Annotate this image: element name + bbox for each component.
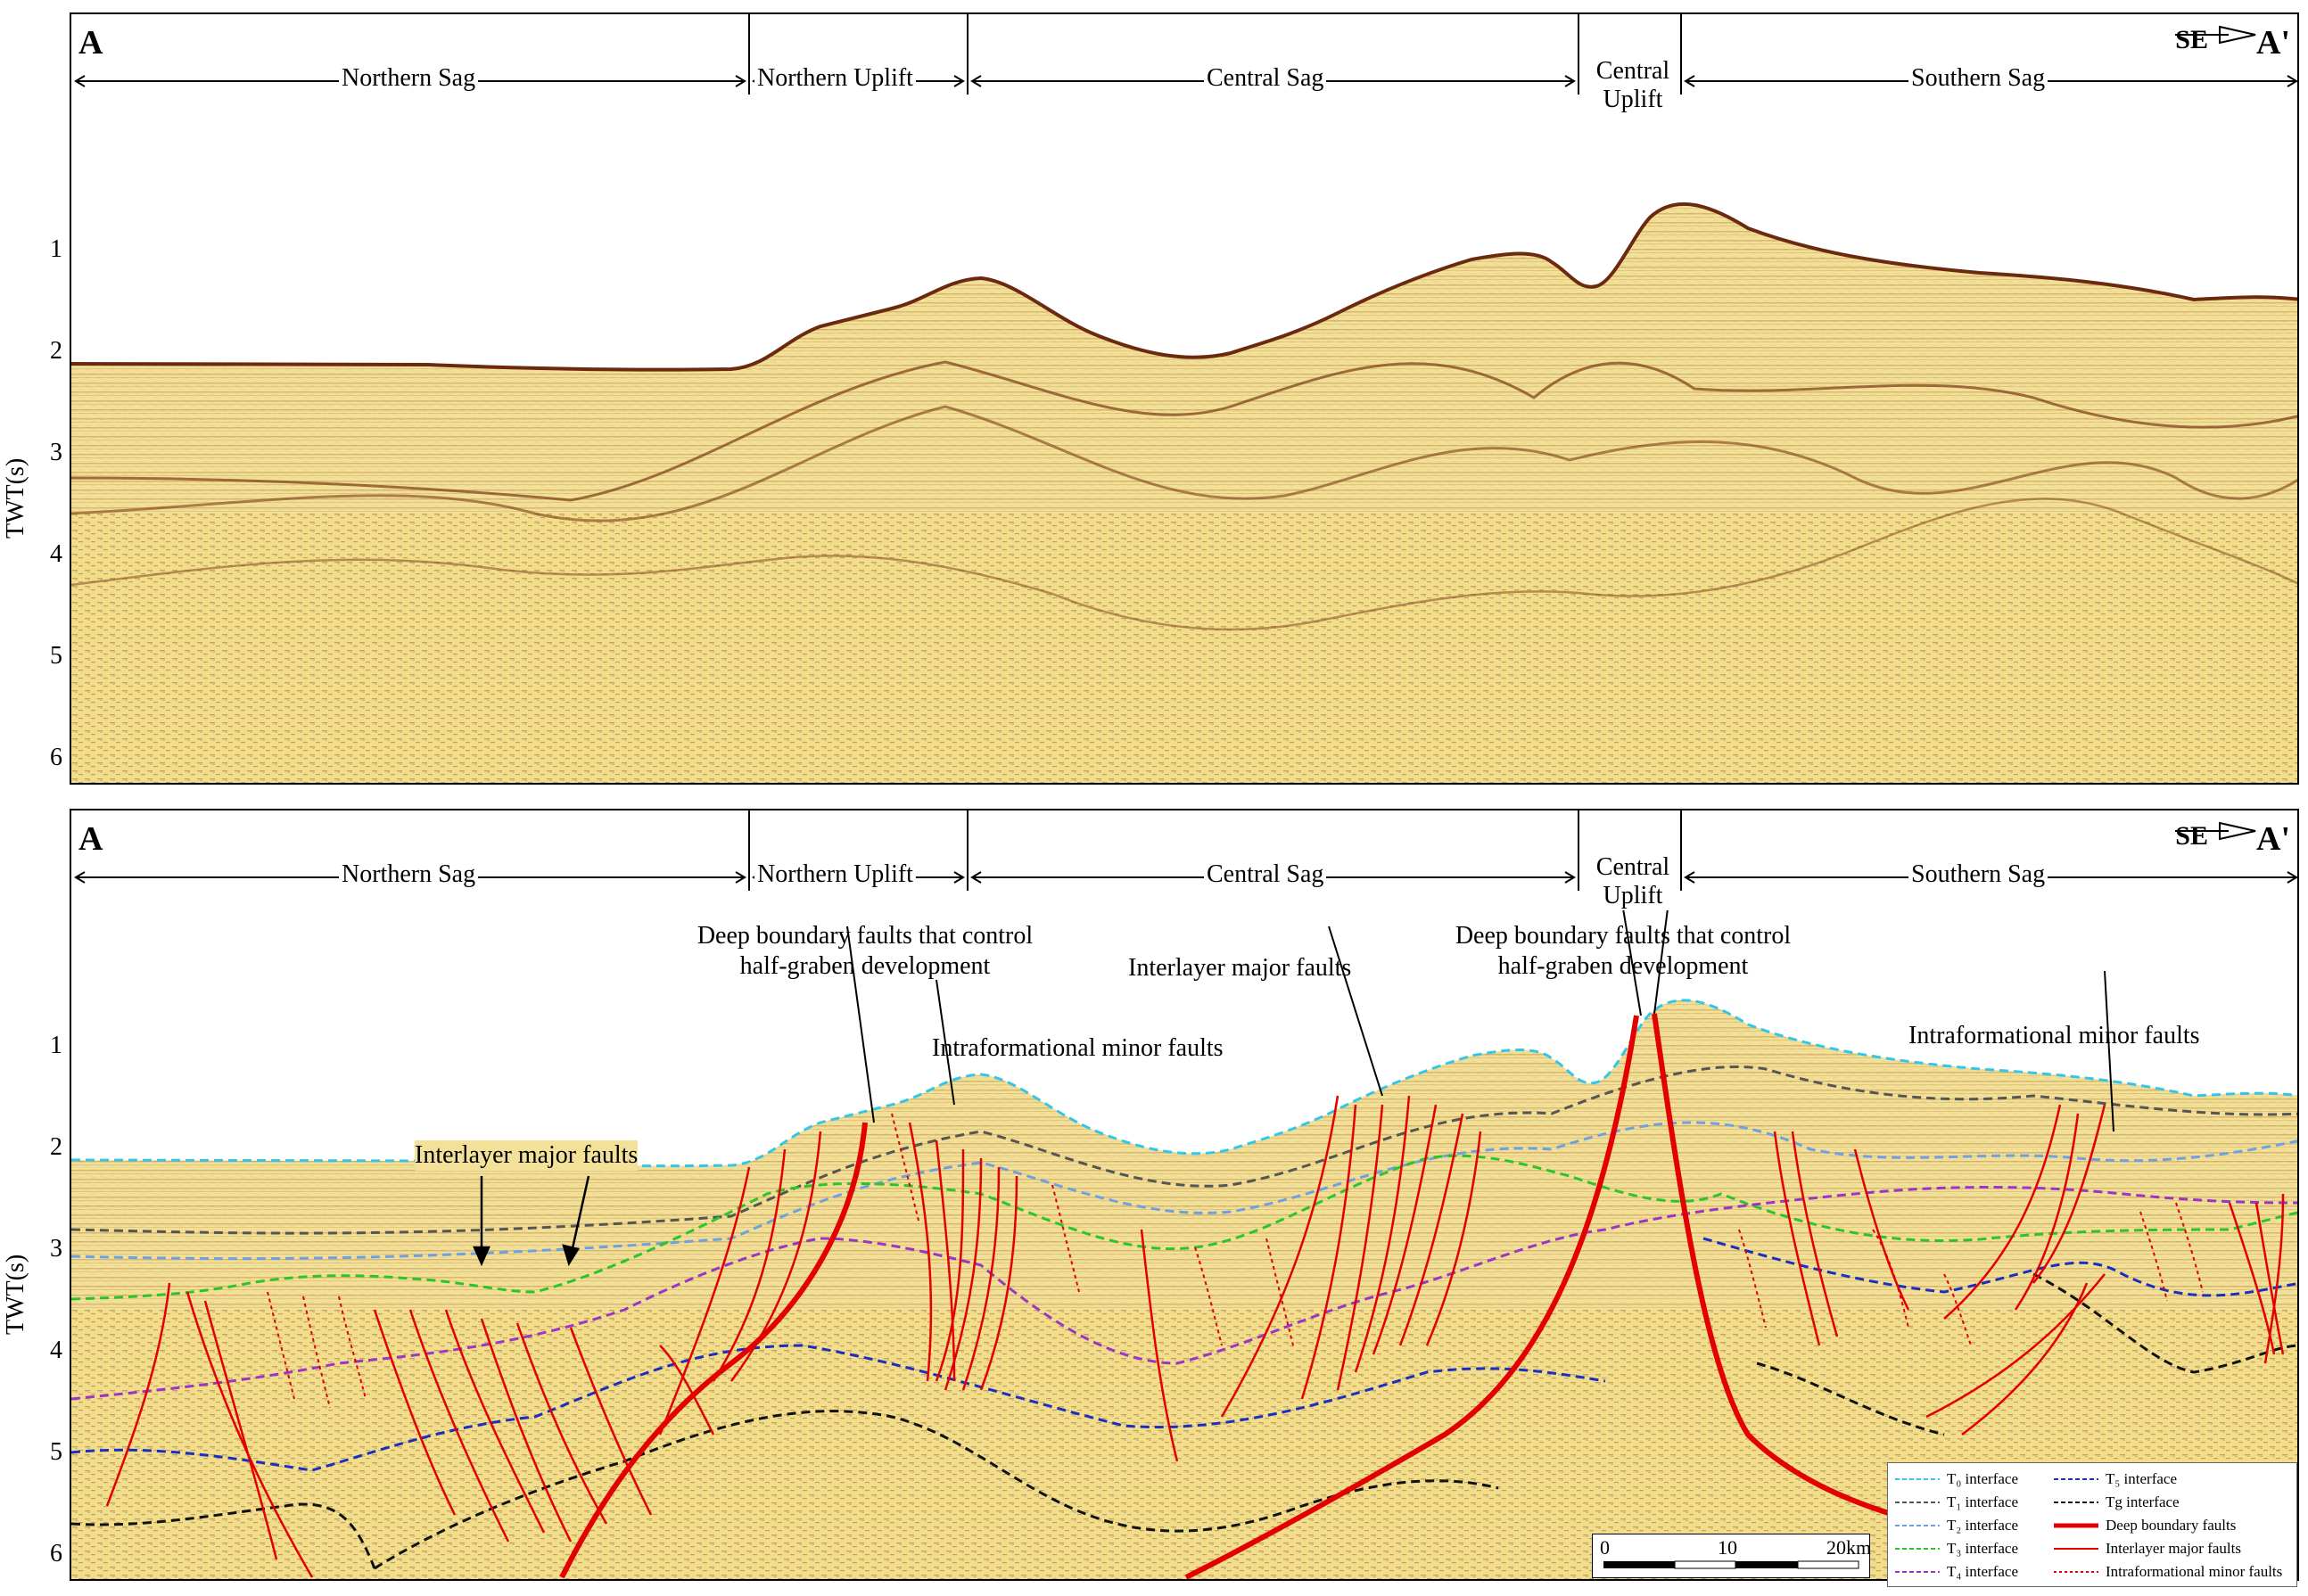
zone-label-northern-sag: Northern Sag: [339, 860, 479, 889]
legend-item: Intraformational minor faults: [2054, 1563, 2282, 1581]
legend-item: T₅ interface: [2054, 1470, 2177, 1488]
twt-axis-bottom: 1 2 3 4 5 6 TWT(s): [0, 809, 70, 1581]
legend-item: T₄ interface: [1895, 1563, 2018, 1581]
direction-indicator: SE: [2175, 25, 2256, 55]
direction-indicator: SE: [2175, 821, 2256, 851]
profile-start-label: A: [78, 820, 103, 858]
legend-label: Intraformational minor faults: [2106, 1563, 2283, 1580]
legend-label: Tg interface: [2106, 1493, 2180, 1510]
legend-item: T₁ interface: [1895, 1493, 2018, 1511]
seismic-profile-panel-interpreted: A A' SE Northern Sag Northern Uplift Cen…: [70, 809, 2299, 1581]
legend-label: Deep boundary faults: [2106, 1517, 2237, 1534]
legend-label: T₀ interface: [1947, 1470, 2019, 1487]
annotation-intraformational-center: Intraformational minor faults: [932, 1034, 1224, 1062]
legend-label: T₂ interface: [1947, 1517, 2019, 1534]
twt-axis-top: 1 2 3 4 5 6 TWT(s): [0, 12, 70, 785]
legend-item: T₂ interface: [1895, 1517, 2018, 1534]
legend: T₀ interface T₁ interface T₂ interface T…: [1887, 1462, 2297, 1587]
legend-label: T₁ interface: [1947, 1493, 2019, 1510]
axis-tick: 4: [50, 1337, 62, 1364]
axis-tick: 2: [50, 1133, 62, 1161]
direction-arrow-icon: [2175, 25, 2256, 45]
profile-end-label: A': [2256, 24, 2290, 62]
seismic-section-interpreted: [71, 810, 2297, 1579]
legend-label: T₄ interface: [1947, 1563, 2019, 1580]
legend-label: Interlayer major faults: [2106, 1540, 2241, 1557]
zone-label-northern-sag: Northern Sag: [339, 64, 479, 93]
zone-label-southern-sag: Southern Sag: [1908, 860, 2048, 889]
axis-tick: 5: [50, 642, 62, 670]
axis-title: TWT(s): [2, 457, 29, 539]
zone-label-central-uplift: Central Uplift: [1586, 853, 1680, 910]
legend-label: T₅ interface: [2106, 1470, 2178, 1487]
scale-label: 20km: [1826, 1536, 1872, 1559]
zone-label-central-sag: Central Sag: [1204, 860, 1327, 889]
scale-label: 0: [1600, 1536, 1610, 1559]
legend-item: Interlayer major faults: [2054, 1540, 2241, 1558]
legend-item: T₃ interface: [1895, 1540, 2018, 1558]
axis-title: TWT(s): [2, 1254, 29, 1335]
zone-label-northern-uplift: Northern Uplift: [754, 64, 916, 93]
axis-tick: 4: [50, 540, 62, 568]
scale-bar-graphic: [1603, 1560, 1859, 1569]
axis-tick: 6: [50, 744, 62, 771]
annotation-deep-faults-right: Deep boundary faults that control half-g…: [1455, 922, 1792, 980]
zone-label-southern-sag: Southern Sag: [1908, 64, 2048, 93]
scale-label: 10: [1718, 1536, 1737, 1559]
scale-bar: 0 10 20km: [1592, 1534, 1872, 1578]
annotation-intraformational-right: Intraformational minor faults: [1908, 1022, 2200, 1049]
seismic-section-raw: [71, 14, 2297, 783]
axis-tick: 3: [50, 439, 62, 466]
legend-label: T₃ interface: [1947, 1540, 2019, 1557]
zone-label-northern-uplift: Northern Uplift: [754, 860, 916, 889]
axis-tick: 6: [50, 1540, 62, 1567]
axis-tick: 1: [50, 235, 62, 263]
direction-arrow-icon: [2175, 821, 2256, 841]
zone-label-central-sag: Central Sag: [1204, 64, 1327, 93]
legend-item: Deep boundary faults: [2054, 1517, 2236, 1534]
annotation-deep-faults-left: Deep boundary faults that control half-g…: [697, 922, 1034, 980]
annotation-interlayer-center: Interlayer major faults: [1128, 954, 1352, 982]
profile-end-label: A': [2256, 820, 2290, 858]
legend-item: Tg interface: [2054, 1493, 2180, 1511]
axis-tick: 2: [50, 337, 62, 365]
direction-label: SE: [2175, 25, 2208, 54]
legend-item: T₀ interface: [1895, 1470, 2018, 1488]
axis-tick: 5: [50, 1438, 62, 1466]
annotation-interlayer-left: Interlayer major faults: [415, 1140, 639, 1171]
profile-start-label: A: [78, 24, 103, 62]
zone-label-central-uplift: Central Uplift: [1586, 57, 1680, 114]
axis-tick: 3: [50, 1235, 62, 1263]
seismic-profile-panel-raw: A A' SE Northern Sag Northern Uplift Cen…: [70, 12, 2299, 785]
direction-label: SE: [2175, 821, 2208, 851]
axis-tick: 1: [50, 1032, 62, 1059]
